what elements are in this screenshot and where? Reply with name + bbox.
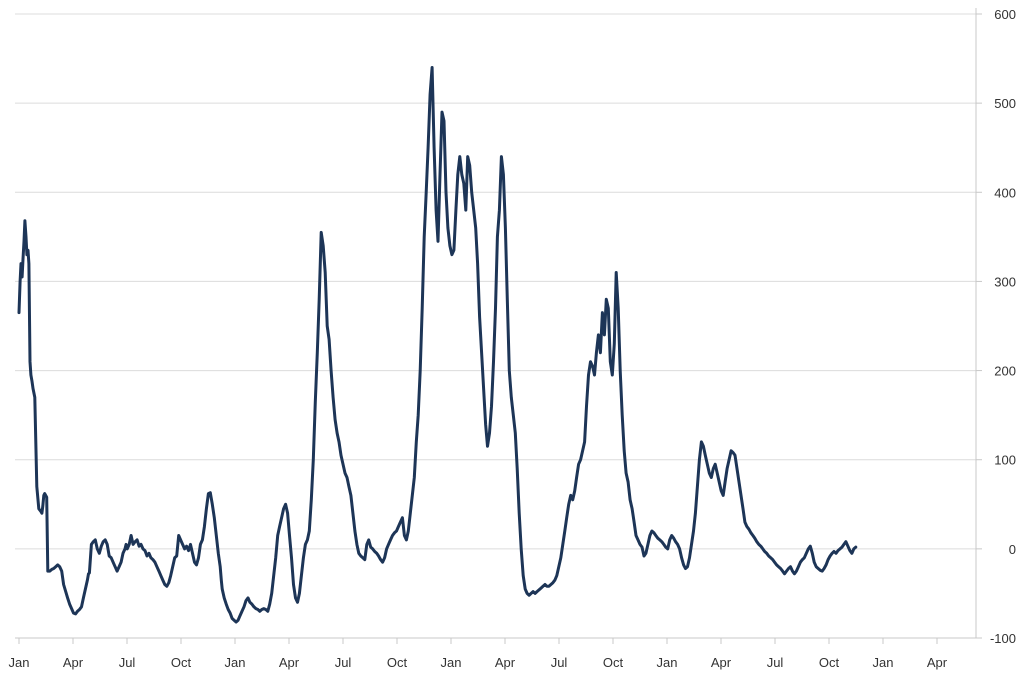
x-tick-label: Jul [551,655,568,670]
x-tick-label: Oct [819,655,840,670]
gridlines [15,13,976,550]
x-tick-label: Oct [171,655,192,670]
y-tick-label: 100 [994,453,1016,468]
x-tick-label: Oct [603,655,624,670]
x-tick-label: Apr [279,655,300,670]
y-tick-label: -100 [990,631,1016,646]
x-tick-label: Jan [9,655,30,670]
y-tick-label: 200 [994,364,1016,379]
x-tick-label: Oct [387,655,408,670]
x-tick-label: Jul [335,655,352,670]
y-tick-label: 400 [994,185,1016,200]
y-axis-ticks: 600 500 400 300 200 100 0 -100 [976,7,1016,646]
series-line-0 [17,66,858,624]
x-tick-label: Jul [119,655,136,670]
x-tick-label: Jan [225,655,246,670]
series-layer [17,66,858,624]
x-tick-label: Jan [657,655,678,670]
y-tick-label: 0 [1009,542,1016,557]
x-tick-label: Apr [63,655,84,670]
x-axis-ticks: Jan Apr Jul Oct Jan Apr Jul Oct Jan Apr Jul Oct Jan A… [9,638,948,670]
axes [15,8,977,639]
x-tick-label: Jan [873,655,894,670]
y-tick-label: 300 [994,274,1016,289]
x-tick-label: Apr [495,655,516,670]
x-tick-label: Jan [441,655,462,670]
x-tick-label: Jul [767,655,784,670]
x-tick-label: Apr [711,655,732,670]
y-tick-label: 500 [994,96,1016,111]
y-tick-label: 600 [994,7,1016,22]
x-tick-label: Apr [927,655,948,670]
